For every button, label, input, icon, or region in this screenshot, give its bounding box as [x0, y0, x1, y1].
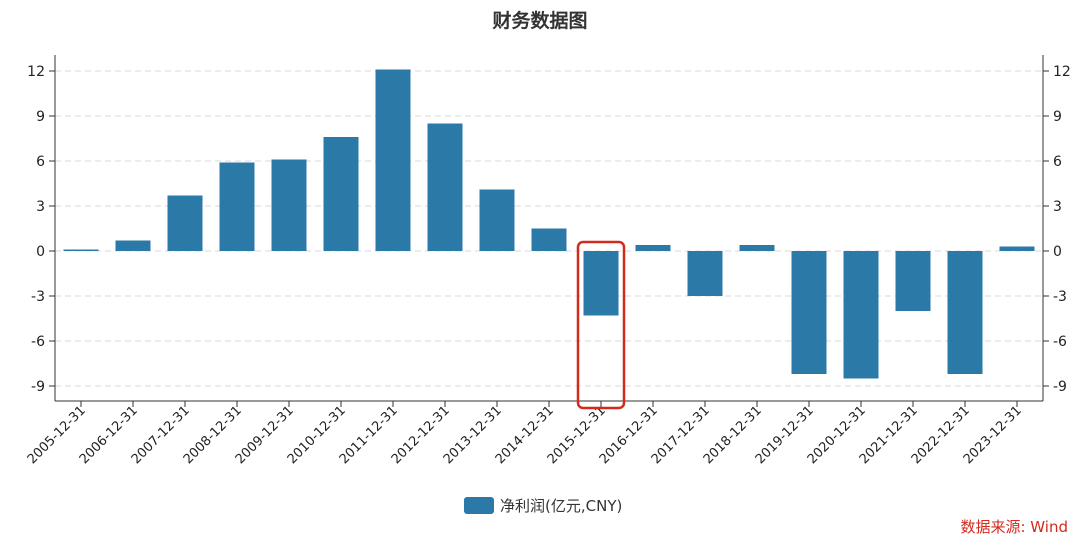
bar: [635, 245, 671, 251]
bar: [843, 251, 879, 379]
bars: [63, 69, 1035, 379]
bar: [167, 195, 203, 251]
y-tick-label-right: -3: [1053, 289, 1067, 305]
chart-title: 财务数据图: [492, 9, 587, 32]
y-tick-label-right: 3: [1053, 199, 1062, 215]
bar: [479, 189, 515, 251]
y-tick-label-left: 9: [36, 109, 45, 125]
bar: [115, 240, 151, 251]
bar: [583, 251, 619, 316]
y-tick-label-right: -6: [1053, 334, 1067, 350]
bar: [739, 245, 775, 251]
y-tick-label-right: 12: [1053, 64, 1071, 80]
source-label: 数据来源: Wind: [960, 518, 1068, 536]
legend: 净利润(亿元,CNY): [464, 497, 622, 515]
highlight-box: [576, 240, 626, 410]
bar: [323, 137, 359, 251]
y-tick-label-left: -9: [31, 379, 45, 395]
y-tick-label-left: 6: [36, 154, 45, 170]
axes: [49, 55, 1049, 407]
bar: [791, 251, 827, 374]
y-tick-label-right: 0: [1053, 244, 1062, 260]
x-tick-labels: 2005-12-312006-12-312007-12-312008-12-31…: [25, 403, 1025, 467]
bar: [63, 249, 99, 251]
y-tick-label-left: -3: [31, 289, 45, 305]
y-tick-label-right: -9: [1053, 379, 1067, 395]
bar: [271, 159, 307, 251]
y-tick-label-right: 9: [1053, 109, 1062, 125]
y-tick-label-left: -6: [31, 334, 45, 350]
bar: [947, 251, 983, 374]
bar: [375, 69, 411, 251]
legend-swatch: [464, 497, 494, 514]
y-tick-labels: 12 12 9 9 6 6 3 3 0 0 -3 -3 -6 -6 -9 -9: [27, 64, 1071, 395]
highlight: [576, 240, 626, 410]
y-tick-label-left: 12: [27, 64, 45, 80]
y-tick-label-right: 6: [1053, 154, 1062, 170]
y-tick-label-left: 0: [36, 244, 45, 260]
bar: [687, 251, 723, 296]
legend-label: 净利润(亿元,CNY): [500, 497, 622, 515]
bar: [999, 246, 1035, 251]
y-tick-label-left: 3: [36, 199, 45, 215]
bar: [427, 123, 463, 251]
bar: [219, 162, 255, 251]
bar: [531, 228, 567, 251]
bar: [895, 251, 931, 311]
